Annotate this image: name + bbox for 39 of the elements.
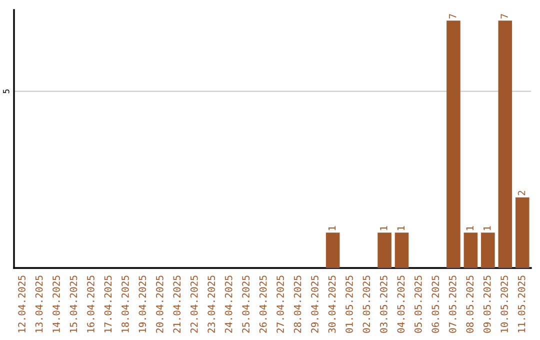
x-tick-label: 03.05.2025 [380, 276, 388, 333]
x-tick-label: 30.04.2025 [328, 276, 336, 333]
x-tick-label: 15.04.2025 [70, 276, 78, 332]
x-tick-label: 06.05.2025 [432, 276, 440, 333]
x-tick-label: 20.04.2025 [156, 276, 164, 333]
x-tick-label: 22.04.2025 [190, 276, 198, 333]
x-tick-label: 04.05.2025 [397, 276, 405, 333]
x-tick-label: 02.05.2025 [362, 276, 370, 333]
x-tick-label: 01.05.2025 [346, 276, 353, 333]
data-label: 1 [328, 226, 336, 230]
x-tick-label: 08.05.2025 [466, 276, 474, 333]
x-tick-label: 25.04.2025 [242, 276, 250, 333]
data-label: 7 [449, 14, 456, 19]
x-tick-label: 19.04.2025 [138, 276, 146, 332]
x-tick-label: 24.04.2025 [224, 276, 232, 333]
x-tick-label: 23.04.2025 [208, 276, 216, 333]
data-label: 7 [500, 14, 508, 19]
x-tick-label: 27.04.2025 [276, 276, 284, 333]
x-tick-label: 16.04.2025 [87, 276, 94, 332]
x-tick-label: 28.04.2025 [294, 276, 302, 333]
x-tick-label: 18.04.2025 [122, 276, 129, 332]
x-tick-label: 26.04.2025 [259, 276, 267, 333]
x-tick-label: 05.05.2025 [414, 276, 422, 333]
data-label: 1 [466, 226, 474, 230]
x-tick-label: 09.05.2025 [483, 276, 491, 333]
x-tick-label: 29.04.2025 [311, 276, 318, 333]
x-tick-label: 11.05.2025 [518, 276, 526, 332]
x-tick-label: 07.05.2025 [448, 276, 456, 333]
x-tick-label: 10.05.2025 [500, 276, 508, 332]
data-label: 2 [518, 190, 526, 196]
x-tick-label: 17.04.2025 [104, 276, 112, 332]
data-label: 1 [380, 226, 388, 230]
data-label: 1 [484, 226, 491, 230]
ref-line-label: 5 [3, 89, 10, 94]
x-tick-label: 14.04.2025 [52, 276, 60, 332]
data-label: 1 [397, 226, 404, 230]
x-tick-label: 21.04.2025 [173, 276, 181, 333]
x-tick-label: 12.04.2025 [18, 276, 26, 332]
x-tick-label: 13.04.2025 [35, 276, 43, 332]
